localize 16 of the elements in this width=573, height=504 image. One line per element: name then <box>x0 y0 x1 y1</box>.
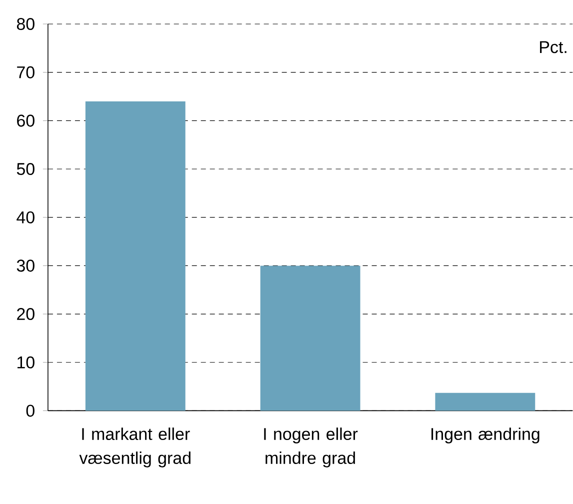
y-tick-label: 40 <box>16 212 34 224</box>
y-tick-label: 80 <box>16 18 34 30</box>
y-tick-label: 20 <box>17 308 34 320</box>
y-tick-label: 10 <box>18 356 34 369</box>
y-tick-label: 50 <box>16 163 34 176</box>
x-tick-label: I markant eller væsentlig grad <box>79 428 190 468</box>
x-tick-label: I nogen eller mindre grad <box>264 428 358 468</box>
y-tick-label: 70 <box>17 66 34 79</box>
bar <box>435 392 536 411</box>
x-tick-label: Ingen ændring <box>431 428 540 444</box>
bar <box>85 102 186 411</box>
y-tick-label: 30 <box>16 260 34 272</box>
y-axis-title: Pct. <box>540 41 566 54</box>
y-tick-label: 0 <box>26 404 34 417</box>
bar <box>260 266 360 411</box>
y-tick-label: 60 <box>17 114 34 127</box>
